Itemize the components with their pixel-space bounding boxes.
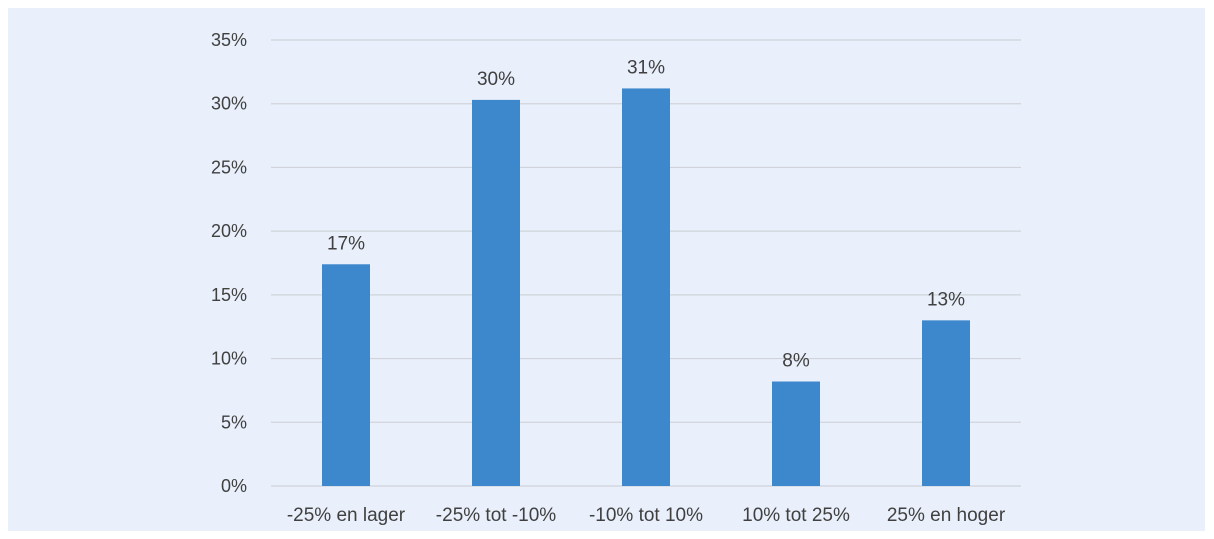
bar	[622, 88, 670, 487]
chart-panel: 0% 5% 10% 15% 20% 25% 30% 35% 17% 30% 31% 8% 13% -2…	[8, 8, 1205, 531]
bar	[772, 381, 820, 486]
x-category-label: 25% en hoger	[887, 505, 1006, 526]
x-category-label: 10% tot 25%	[742, 505, 850, 526]
y-tick-label: 35%	[211, 30, 247, 50]
y-tick-label: 5%	[221, 412, 247, 432]
y-tick-label: 10%	[211, 349, 247, 369]
x-category-label: -10% tot 10%	[589, 505, 703, 526]
bar-chart: 0% 5% 10% 15% 20% 25% 30% 35% 17% 30% 31% 8% 13% -2…	[211, 30, 1021, 526]
data-label: 17%	[327, 233, 365, 254]
x-category-label: -25% tot -10%	[436, 505, 556, 526]
data-label: 30%	[477, 69, 515, 90]
data-label: 13%	[927, 289, 965, 310]
x-axis-category-labels: -25% en lager -25% tot -10% -10% tot 10% 10…	[287, 505, 1006, 526]
y-axis-tick-labels: 0% 5% 10% 15% 20% 25% 30% 35%	[211, 30, 247, 496]
x-category-label: -25% en lager	[287, 505, 406, 526]
y-tick-label: 15%	[211, 285, 247, 305]
y-tick-label: 0%	[221, 476, 247, 496]
data-labels: 17% 30% 31% 8% 13%	[327, 57, 965, 371]
bar	[322, 264, 370, 486]
bar	[472, 99, 520, 487]
data-label: 31%	[627, 57, 665, 78]
bars	[322, 88, 970, 487]
y-tick-label: 20%	[211, 221, 247, 241]
y-tick-label: 25%	[211, 157, 247, 177]
y-tick-label: 30%	[211, 94, 247, 114]
data-label: 8%	[782, 351, 810, 372]
bar	[922, 320, 970, 486]
